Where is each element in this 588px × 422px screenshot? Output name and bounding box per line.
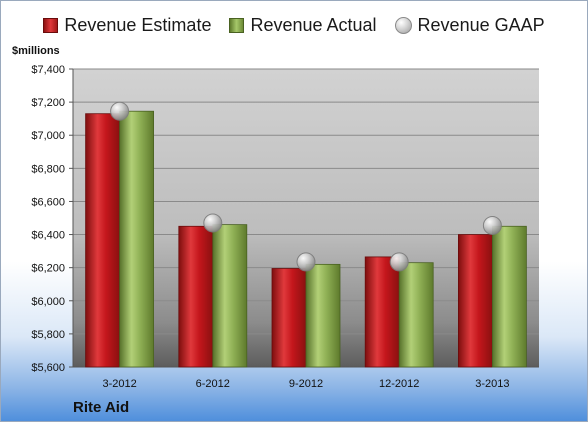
y-tick-label: $6,000 [31, 296, 65, 308]
y-tick-label: $5,800 [31, 329, 65, 341]
y-tick-label: $7,200 [31, 97, 65, 109]
marker-revenue-gaap [110, 101, 130, 121]
y-tick-label: $5,600 [31, 362, 65, 374]
x-tick-label: 6-2012 [196, 378, 230, 390]
x-tick-label: 9-2012 [289, 378, 323, 390]
y-axis-units-label: $millions [12, 45, 60, 57]
marker-revenue-gaap [203, 213, 223, 233]
legend-item-gaap: Revenue GAAP [394, 15, 545, 36]
bar-revenue-estimate [178, 225, 214, 368]
bar-revenue-actual [491, 225, 527, 368]
y-tick-label: $6,200 [31, 263, 65, 275]
y-tick-label: $6,800 [31, 163, 65, 175]
bar-revenue-actual [212, 224, 248, 368]
y-tick-label: $7,000 [31, 130, 65, 142]
bar-revenue-actual [305, 263, 341, 368]
bar-revenue-actual [398, 262, 434, 368]
x-tick-label: 3-2013 [475, 378, 509, 390]
y-tick-label: $6,600 [31, 196, 65, 208]
company-name: Rite Aid [73, 399, 130, 416]
bar-revenue-actual [119, 110, 154, 368]
legend-swatch-estimate [43, 18, 59, 33]
legend-label-actual: Revenue Actual [250, 15, 377, 35]
legend-label-gaap: Revenue GAAP [417, 15, 545, 35]
bar-revenue-estimate [364, 256, 400, 368]
legend-label-estimate: Revenue Estimate [64, 15, 212, 35]
bar-revenue-estimate [85, 113, 120, 368]
y-tick-label: $6,400 [31, 230, 65, 242]
bar-revenue-estimate [271, 268, 307, 368]
legend-item-estimate: Revenue Estimate [43, 15, 211, 36]
legend-swatch-gaap [394, 17, 412, 34]
y-tick-label: $7,400 [31, 64, 65, 76]
chart-legend: Revenue Estimate Revenue Actual Revenue … [1, 15, 587, 36]
legend-item-actual: Revenue Actual [229, 15, 377, 36]
marker-revenue-gaap [296, 252, 316, 272]
x-tick-label: 3-2012 [102, 378, 136, 390]
x-tick-label: 12-2012 [379, 378, 419, 390]
bar-revenue-estimate [457, 234, 493, 368]
legend-swatch-actual [229, 18, 245, 33]
marker-revenue-gaap [389, 252, 409, 272]
marker-revenue-gaap [482, 215, 502, 235]
